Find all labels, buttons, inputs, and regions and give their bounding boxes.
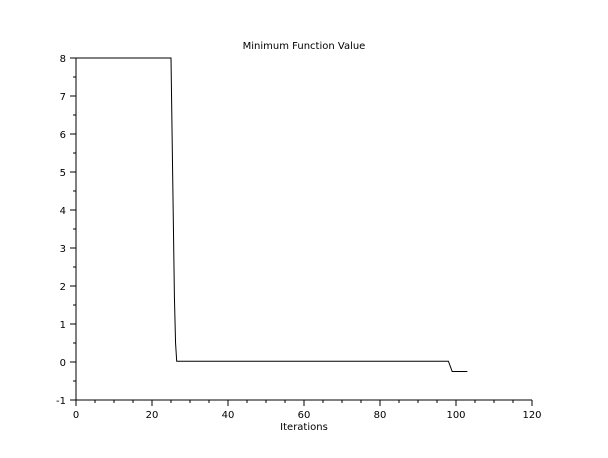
x-ticks: 0 20 40 60 80 100 120 [73,400,542,421]
y-tick-label: 3 [60,244,66,255]
y-tick-label: 4 [60,206,66,217]
y-tick-label: 2 [60,282,66,293]
y-tick-label: -1 [56,396,66,407]
x-tick-label: 100 [446,410,465,421]
chart-title: Minimum Function Value [243,41,366,52]
y-tick-label: 0 [60,358,66,369]
y-tick-label: 1 [60,320,66,331]
plot-series [76,57,468,372]
y-tick-label: 5 [60,168,66,179]
y-tick-label: 7 [60,92,66,103]
x-tick-label: 20 [146,410,159,421]
y-tick-label: 6 [60,130,66,141]
x-tick-label: 80 [374,410,387,421]
x-axis-label: Iterations [280,422,328,433]
x-tick-label: 40 [222,410,235,421]
x-tick-label: 0 [73,410,79,421]
y-tick-label: 8 [60,54,66,65]
series-line [76,57,468,372]
x-tick-label: 60 [298,410,311,421]
y-ticks: -1 0 1 2 3 4 5 6 7 8 [56,54,76,407]
x-tick-label: 120 [522,410,541,421]
